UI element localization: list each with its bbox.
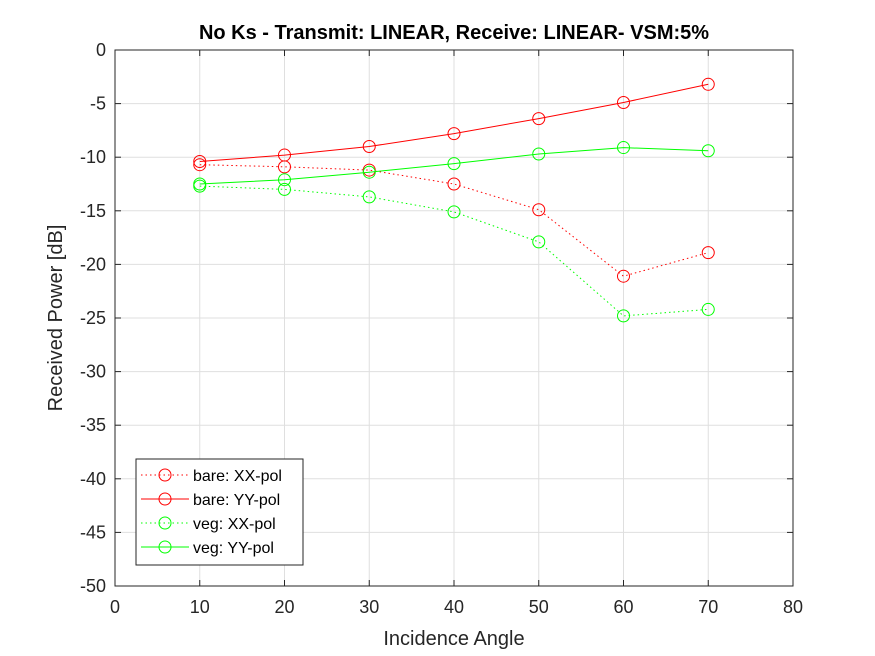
data-point (701, 144, 715, 158)
y-tick-label: -35 (80, 415, 106, 435)
x-tick-label: 60 (613, 597, 633, 617)
chart-title: No Ks - Transmit: LINEAR, Receive: LINEA… (199, 22, 709, 44)
data-point (701, 246, 715, 260)
y-tick-label: -5 (90, 94, 106, 114)
legend-label: veg: XX-pol (193, 516, 276, 533)
data-point (617, 269, 630, 283)
y-tick-label: -40 (80, 469, 106, 489)
data-point (617, 309, 630, 323)
data-point (278, 148, 291, 162)
legend-marker (158, 516, 172, 530)
y-tick-label: 0 (96, 40, 106, 60)
data-point (532, 147, 546, 161)
x-tick-label: 70 (698, 597, 718, 617)
legend-marker (158, 468, 172, 482)
data-point (447, 205, 461, 219)
data-point (701, 302, 715, 316)
y-tick-label: -45 (80, 522, 106, 542)
series-line (199, 83, 709, 162)
legend: bare: XX-pol bare: YY-pol veg: XX-pol veg: … (135, 458, 304, 566)
x-axis-label: Incidence Angle (383, 628, 524, 650)
data-point (617, 141, 630, 155)
data-point (193, 154, 207, 168)
data-point (447, 157, 461, 171)
y-tick-label: -30 (80, 362, 106, 382)
x-tick-label: 40 (444, 597, 464, 617)
legend-marker (158, 492, 172, 506)
x-tick-label: 50 (529, 597, 549, 617)
data-point (532, 203, 546, 217)
y-tick-label: -25 (80, 308, 106, 328)
legend-label: veg: YY-pol (193, 540, 274, 557)
data-point (447, 127, 461, 141)
x-tick-label: 0 (110, 597, 120, 617)
ticks: 0 10 20 30 40 50 60 70 80 0 -5 -10 -15 -20 -25 -30 -35 -4… (80, 40, 803, 617)
legend-marker (158, 540, 172, 554)
data-point (193, 177, 207, 191)
legend-label: bare: XX-pol (193, 468, 282, 485)
data-point (532, 112, 546, 126)
y-axis-label: Received Power [dB] (45, 225, 67, 412)
y-tick-label: -50 (80, 576, 106, 596)
data-point (617, 96, 630, 110)
data-point (701, 77, 715, 91)
data-point (362, 139, 376, 153)
y-tick-label: -20 (80, 254, 106, 274)
x-tick-label: 80 (783, 597, 803, 617)
series-line (199, 147, 709, 185)
data-point (447, 177, 461, 191)
data-point (278, 173, 291, 187)
y-tick-label: -15 (80, 201, 106, 221)
data-point (278, 182, 291, 196)
y-tick-label: -10 (80, 147, 106, 167)
data-point (362, 165, 376, 179)
legend-label: bare: YY-pol (193, 492, 280, 509)
series-layer (193, 77, 715, 323)
legend-box (135, 458, 304, 566)
x-tick-label: 30 (359, 597, 379, 617)
data-point (193, 158, 207, 172)
data-point (362, 190, 376, 204)
x-tick-label: 20 (274, 597, 294, 617)
data-point (532, 235, 546, 249)
x-tick-label: 10 (190, 597, 210, 617)
